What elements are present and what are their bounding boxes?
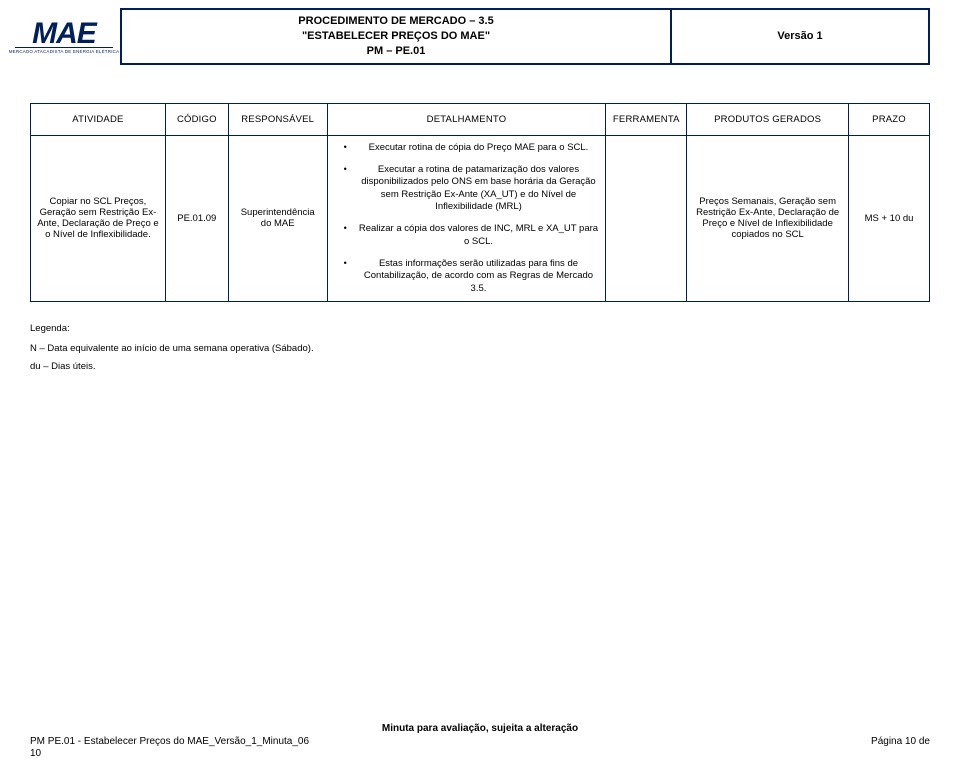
footer-row: PM PE.01 - Estabelecer Preços do MAE_Ver… xyxy=(30,736,930,747)
th-codigo: CÓDIGO xyxy=(165,103,228,135)
title-line-3: PM – PE.01 xyxy=(367,44,426,59)
legend-line-1: N – Data equivalente ao início de uma se… xyxy=(30,340,930,358)
logo-block: MAE MERCADO ATACADISTA DE ENERGIA ELÉTRI… xyxy=(8,8,120,65)
procedure-table: ATIVIDADE CÓDIGO RESPONSÁVEL DETALHAMENT… xyxy=(30,103,930,302)
th-atividade: ATIVIDADE xyxy=(31,103,166,135)
legend-block: Legenda: N – Data equivalente ao início … xyxy=(0,302,960,376)
footer-left-continuation: 10 xyxy=(30,748,930,759)
detalhamento-list: Executar rotina de cópia do Preço MAE pa… xyxy=(334,142,600,295)
content-area: ATIVIDADE CÓDIGO RESPONSÁVEL DETALHAMENT… xyxy=(0,69,960,302)
cell-atividade: Copiar no SCL Preços, Geração sem Restri… xyxy=(31,135,166,301)
page-footer: Minuta para avaliação, sujeita a alteraç… xyxy=(0,723,960,759)
cell-ferramenta xyxy=(606,135,687,301)
version-label: Versão 1 xyxy=(777,30,822,42)
cell-codigo: PE.01.09 xyxy=(165,135,228,301)
detalhamento-item: Executar a rotina de patamarização dos v… xyxy=(348,164,600,213)
th-prazo: PRAZO xyxy=(849,103,930,135)
th-ferramenta: FERRAMENTA xyxy=(606,103,687,135)
cell-produtos: Preços Semanais, Geração sem Restrição E… xyxy=(687,135,849,301)
title-line-1: PROCEDIMENTO DE MERCADO – 3.5 xyxy=(298,14,493,29)
version-cell: Versão 1 xyxy=(670,8,930,65)
logo-divider xyxy=(15,47,113,48)
title-cell: PROCEDIMENTO DE MERCADO – 3.5 "ESTABELEC… xyxy=(120,8,670,65)
cell-detalhamento: Executar rotina de cópia do Preço MAE pa… xyxy=(327,135,606,301)
table-header-row: ATIVIDADE CÓDIGO RESPONSÁVEL DETALHAMENT… xyxy=(31,103,930,135)
cell-prazo: MS + 10 du xyxy=(849,135,930,301)
legend-label: Legenda: xyxy=(30,320,930,338)
cell-responsavel: Superintendência do MAE xyxy=(228,135,327,301)
th-responsavel: RESPONSÁVEL xyxy=(228,103,327,135)
detalhamento-item: Executar rotina de cópia do Preço MAE pa… xyxy=(348,142,600,154)
detalhamento-item: Estas informações serão utilizadas para … xyxy=(348,258,600,295)
footer-center: Minuta para avaliação, sujeita a alteraç… xyxy=(30,723,930,734)
document-header: MAE MERCADO ATACADISTA DE ENERGIA ELÉTRI… xyxy=(0,0,960,69)
title-line-2: "ESTABELECER PREÇOS DO MAE" xyxy=(302,29,490,44)
footer-right: Página 10 de xyxy=(871,736,930,747)
logo-text: MAE xyxy=(32,21,96,47)
legend-line-2: du – Dias úteis. xyxy=(30,358,930,376)
footer-left: PM PE.01 - Estabelecer Preços do MAE_Ver… xyxy=(30,736,309,747)
th-detalhamento: DETALHAMENTO xyxy=(327,103,606,135)
logo-subtitle: MERCADO ATACADISTA DE ENERGIA ELÉTRICA xyxy=(9,49,120,54)
detalhamento-item: Realizar a cópia dos valores de INC, MRL… xyxy=(348,223,600,248)
table-row: Copiar no SCL Preços, Geração sem Restri… xyxy=(31,135,930,301)
th-produtos: PRODUTOS GERADOS xyxy=(687,103,849,135)
